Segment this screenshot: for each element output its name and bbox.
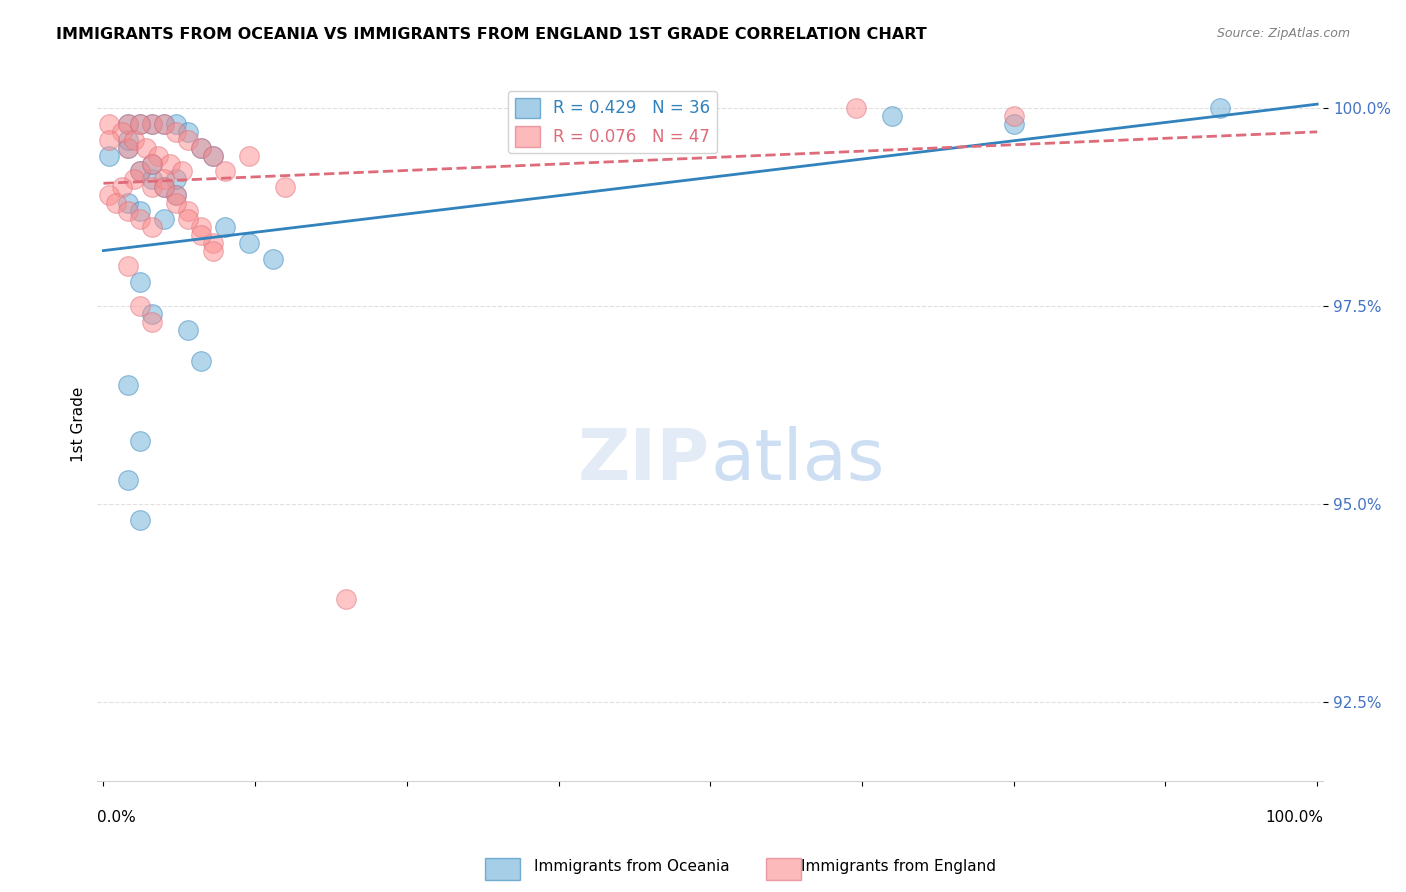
Point (214, 219, 236, 234)
Point (190, 141, 212, 155)
Point (1209, 101, 1232, 115)
Point (141, 219, 163, 234)
Point (128, 164, 150, 178)
Point (1002, 117, 1025, 131)
Point (159, 156, 181, 170)
Point (845, 101, 868, 115)
Point (165, 188, 187, 202)
Point (190, 219, 212, 234)
Point (238, 235, 260, 250)
Point (111, 125, 134, 139)
Point (117, 141, 139, 155)
Point (117, 378, 139, 392)
Point (128, 204, 150, 219)
Point (201, 244, 224, 258)
Point (201, 148, 224, 162)
Point (128, 434, 150, 448)
Text: IMMIGRANTS FROM OCEANIA VS IMMIGRANTS FROM ENGLAND 1ST GRADE CORRELATION CHART: IMMIGRANTS FROM OCEANIA VS IMMIGRANTS FR… (56, 27, 927, 42)
Point (882, 109, 904, 123)
Text: ZIP: ZIP (578, 425, 710, 495)
Point (201, 235, 224, 250)
Point (98, 133, 121, 147)
Text: atlas: atlas (710, 425, 884, 495)
Text: Immigrants from England: Immigrants from England (801, 859, 997, 874)
Point (141, 117, 163, 131)
Point (190, 227, 212, 242)
Point (128, 299, 150, 313)
Point (122, 172, 145, 186)
Point (172, 164, 194, 178)
Point (117, 117, 139, 131)
Point (153, 172, 176, 186)
Point (135, 141, 157, 155)
Text: 100.0%: 100.0% (1265, 810, 1323, 824)
Point (238, 148, 260, 162)
Point (141, 180, 163, 194)
Text: Immigrants from Oceania: Immigrants from Oceania (534, 859, 730, 874)
Point (153, 180, 176, 194)
Text: 0.0%: 0.0% (97, 810, 136, 824)
Point (146, 148, 169, 162)
Point (165, 117, 187, 131)
Point (98, 117, 121, 131)
Point (517, 109, 540, 123)
Point (177, 323, 200, 337)
Point (117, 204, 139, 219)
Point (141, 172, 163, 186)
Point (128, 117, 150, 131)
Point (117, 473, 139, 487)
Point (122, 133, 145, 147)
Point (214, 164, 236, 178)
Point (128, 117, 150, 131)
Point (104, 196, 127, 211)
FancyBboxPatch shape (766, 858, 801, 880)
Point (141, 156, 163, 170)
Point (177, 204, 200, 219)
Point (128, 275, 150, 289)
Point (98, 188, 121, 202)
Point (177, 211, 200, 226)
Point (117, 133, 139, 147)
Point (153, 211, 176, 226)
Point (117, 260, 139, 274)
Point (128, 164, 150, 178)
Point (177, 133, 200, 147)
Point (128, 211, 150, 226)
Y-axis label: 1st Grade: 1st Grade (72, 387, 86, 462)
Point (117, 196, 139, 211)
Point (141, 315, 163, 329)
Point (165, 125, 187, 139)
FancyBboxPatch shape (485, 858, 520, 880)
Point (165, 196, 187, 211)
Point (117, 141, 139, 155)
Point (1002, 109, 1025, 123)
Point (165, 172, 187, 186)
Point (602, 117, 624, 131)
Point (111, 180, 134, 194)
Point (141, 307, 163, 321)
Point (117, 117, 139, 131)
Point (262, 252, 284, 266)
Point (190, 354, 212, 368)
Point (141, 156, 163, 170)
Point (128, 513, 150, 527)
Point (153, 117, 176, 131)
Point (177, 125, 200, 139)
Point (274, 180, 297, 194)
Legend: R = 0.429   N = 36, R = 0.076   N = 47: R = 0.429 N = 36, R = 0.076 N = 47 (508, 91, 717, 153)
Point (98, 148, 121, 162)
Point (165, 188, 187, 202)
Point (190, 141, 212, 155)
Point (517, 117, 540, 131)
Point (141, 117, 163, 131)
Point (153, 117, 176, 131)
Point (335, 591, 357, 606)
Point (201, 148, 224, 162)
Text: Source: ZipAtlas.com: Source: ZipAtlas.com (1216, 27, 1350, 40)
Point (153, 180, 176, 194)
